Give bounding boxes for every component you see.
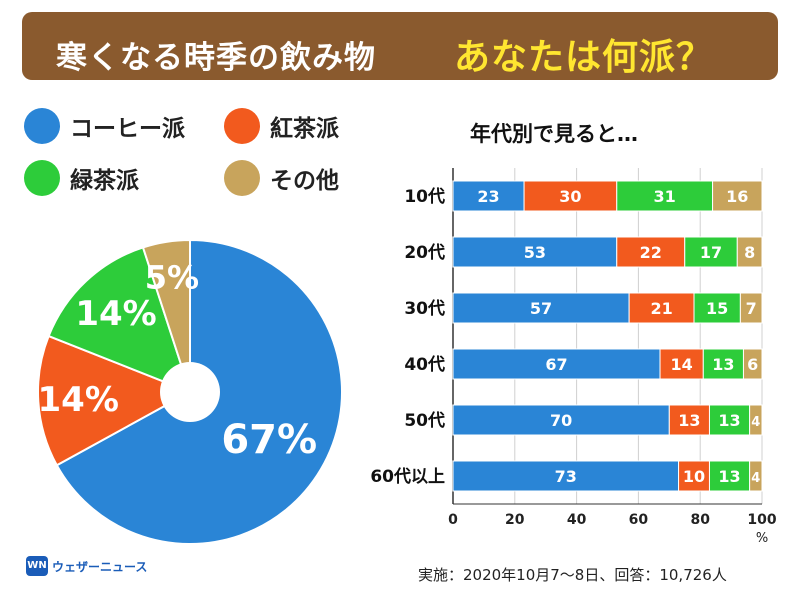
pie-center-hole [160,362,220,422]
legend-swatch-other [224,160,260,196]
bar-data-label: 8 [744,243,755,262]
bar-data-label: 13 [712,355,734,374]
legend-item-green-tea: 緑茶派 [24,160,139,196]
bar-data-label: 21 [650,299,672,318]
y-category-label: 60代以上 [370,466,445,487]
bar-segment [616,180,714,212]
bar-segment [628,292,695,324]
pie-slice-black-tea [37,334,193,467]
legend-swatch-coffee [24,108,60,144]
legend-item-coffee: コーヒー派 [24,108,185,144]
x-tick-label: 100 [747,512,776,528]
bar-data-label: 13 [718,411,740,430]
legend: コーヒー派 紅茶派 緑茶派 その他 [24,108,384,208]
bar-data-label: 4 [751,415,760,430]
x-tick-label: 0 [448,512,458,528]
bar-data-label: 17 [700,243,722,262]
bar-data-label: 16 [726,187,748,206]
logo-text: ウェザーニュース [52,559,148,574]
bar-segment [736,236,763,268]
x-tick-label: 20 [505,512,525,528]
bar-data-label: 57 [530,299,552,318]
bar-data-label: 13 [678,411,700,430]
header-banner: 寒くなる時季の飲み物 あなたは何派？ [22,12,778,80]
legend-swatch-green-tea [24,160,60,196]
bar-segment [684,236,738,268]
y-category-label: 40代 [404,354,445,375]
x-tick-label: 40 [567,512,587,528]
pie-value-label-green-tea: 14% [75,294,156,334]
bar-segment [452,180,525,212]
bar-segment [452,348,661,380]
bar-chart: 0 20 40 60 80 100% 10代 23 30 31 16 20代 53 22 17 8 30代 57 2… [350,160,790,550]
pie-chart: 67% 14% 14% 5% [30,232,350,552]
bar-segment [749,404,763,436]
bar-data-label: 53 [524,243,546,262]
y-category-label: 30代 [404,298,445,319]
y-category-label: 50代 [404,410,445,431]
bar-segment [708,404,751,436]
bar-data-label: 22 [640,243,662,262]
bar-chart-title: 年代別で見ると… [470,122,638,146]
survey-footnote: 実施：2020年10月7〜8日、回答：10,726人 [418,566,727,584]
bar-data-label: 10 [683,467,705,486]
bar-segment [739,292,763,324]
legend-label-coffee: コーヒー派 [70,116,185,142]
x-tick-label: 80 [690,512,710,528]
bar-data-label: 4 [751,471,760,486]
bar-data-label: 14 [671,355,693,374]
bar-segment [616,236,686,268]
bar-segment [452,404,670,436]
page-subtitle: あなたは何派？ [454,37,714,78]
bar-segment [702,348,744,380]
y-category-label: 20代 [404,242,445,263]
pie-value-label-black-tea: 14% [38,380,119,420]
x-tick-label: 60 [629,512,649,528]
bar-data-label: 13 [718,467,740,486]
bar-segment [668,404,710,436]
bar-data-label: 67 [545,355,567,374]
bar-segment [452,292,630,324]
y-category-label: 10代 [404,186,445,207]
pie-chart-svg: 67%14%14%5% [37,238,343,545]
bar-data-label: 73 [555,467,577,486]
weathernews-logo: WN ウェザーニュース [26,556,147,576]
page-title: 寒くなる時季の飲み物 [56,40,376,76]
pie-value-label-other: 5% [145,259,199,297]
bar-segment [678,460,710,492]
pie-value-label-coffee: 67% [221,417,317,463]
legend-item-black-tea: 紅茶派 [224,108,339,144]
bar-segment [749,460,763,492]
bar-segment [742,348,763,380]
legend-label-other: その他 [270,168,339,194]
x-unit-label: % [756,531,768,546]
bar-data-label: 6 [747,355,758,374]
legend-label-black-tea: 紅茶派 [270,116,339,142]
legend-label-green-tea: 緑茶派 [70,168,139,194]
bar-segment [659,348,704,380]
bar-data-label: 31 [654,187,676,206]
bar-data-label: 7 [746,299,757,318]
pie-slice-other [141,238,191,393]
bar-data-label: 23 [477,187,499,206]
bar-segment [693,292,741,324]
bar-chart-svg: 0 20 40 60 80 100% 10代 23 30 31 16 20代 53 22 17 8 30代 57 2… [370,168,777,546]
bar-segment [712,180,763,212]
legend-swatch-black-tea [224,108,260,144]
bar-data-label: 15 [706,299,728,318]
legend-item-other: その他 [224,160,339,196]
logo-icon: WN [26,556,48,576]
bar-data-label: 30 [559,187,581,206]
bar-data-label: 70 [550,411,572,430]
